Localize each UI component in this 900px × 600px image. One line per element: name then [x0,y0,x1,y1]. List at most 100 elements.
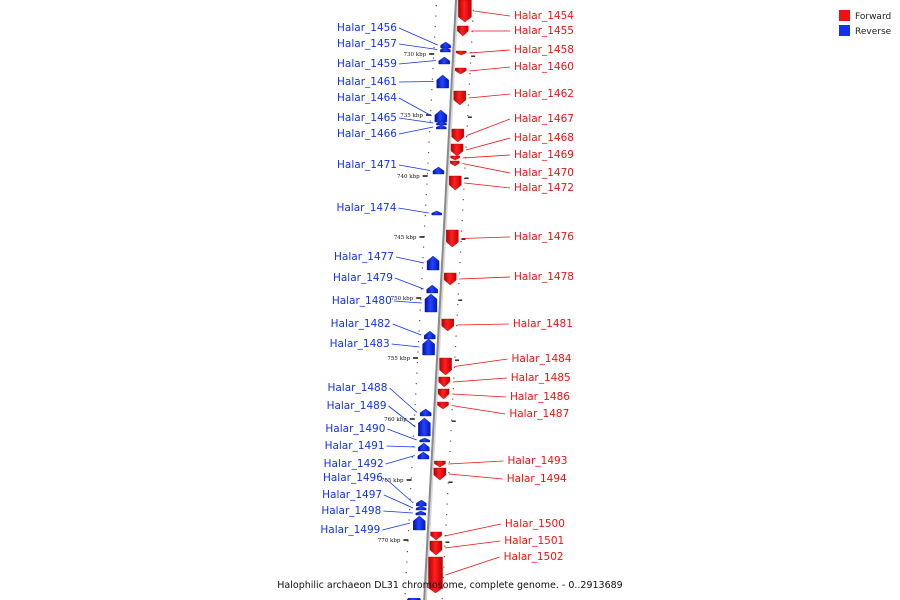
minor-tick [452,388,454,390]
gene-glyph-halar-1478[interactable] [444,272,457,286]
gene-glyph-halar-1484[interactable] [439,357,452,376]
gene-glyph-halar-1491[interactable] [418,442,430,452]
gene-glyph-halar-1459[interactable] [438,56,450,65]
gene-label-halar-1497[interactable]: Halar_1497 [322,489,382,501]
gene-glyph-halar-1460[interactable] [455,67,467,75]
gene-label-halar-1476[interactable]: Halar_1476 [514,231,574,243]
gene-glyph-halar-1469[interactable] [450,155,460,161]
gene-label-halar-1458[interactable]: Halar_1458 [514,44,574,56]
tick-label: 735 kbp [400,113,423,119]
minor-tick [441,598,443,600]
gene-label-halar-1468[interactable]: Halar_1468 [514,132,574,144]
gene-glyph-halar-1462[interactable] [453,90,467,106]
gene-label-halar-1490[interactable]: Halar_1490 [325,423,385,435]
gene-label-halar-1469[interactable]: Halar_1469 [514,149,574,161]
gene-glyph-halar-1493[interactable] [434,460,446,468]
gene-label-halar-1498[interactable]: Halar_1498 [321,505,381,517]
gene-label-halar-1462[interactable]: Halar_1462 [514,88,574,100]
minor-tick [424,225,426,227]
gene-label-halar-1455[interactable]: Halar_1455 [514,25,574,37]
gene-label-halar-1456[interactable]: Halar_1456 [337,22,397,34]
gene-glyph-halar-1471[interactable] [432,166,445,175]
gene-glyph-halar-1481[interactable] [441,318,454,332]
gene-label-halar-1466[interactable]: Halar_1466 [337,128,397,140]
gene-glyph-halar-1487[interactable] [437,401,449,410]
gene-glyph-halar-1472[interactable] [449,175,462,191]
gene-glyph-halar-1466[interactable] [436,124,447,130]
gene-label-halar-1461[interactable]: Halar_1461 [337,76,397,88]
gene-glyph-halar-1483[interactable] [422,338,435,356]
gene-label-halar-1501[interactable]: Halar_1501 [504,535,564,547]
gene-label-halar-1494[interactable]: Halar_1494 [507,473,567,485]
gene-glyph-halar-1477[interactable] [426,255,440,271]
gene-glyph-halar-1461[interactable] [436,74,449,89]
gene-glyph-halar-1488[interactable] [419,408,432,417]
gene-glyph-halar-1492[interactable] [417,451,430,460]
gene-label-halar-1487[interactable]: Halar_1487 [509,408,569,420]
gene-label-halar-1472[interactable]: Halar_1472 [514,182,574,194]
gene-glyph-halar-1494[interactable] [433,467,447,481]
gene-glyph-halar-1500[interactable] [430,531,442,541]
gene-label-halar-1474[interactable]: Halar_1474 [336,202,396,214]
gene-label-halar-1482[interactable]: Halar_1482 [331,318,391,330]
gene-glyph-halar-1470[interactable] [450,160,460,167]
minor-tick [421,278,423,280]
gene-glyph-halar-1501[interactable] [429,540,443,556]
gene-glyph-halar-1455[interactable] [457,25,469,37]
minor-tick [409,509,411,511]
gene-label-halar-1484[interactable]: Halar_1484 [512,353,572,365]
gene-label-halar-1465[interactable]: Halar_1465 [337,112,397,124]
gene-glyph-halar-1496[interactable] [416,499,427,507]
gene-label-halar-1478[interactable]: Halar_1478 [514,271,574,283]
gene-glyph-halar-1458[interactable] [455,50,467,56]
gene-label-halar-1488[interactable]: Halar_1488 [327,382,387,394]
gene-label-halar-1460[interactable]: Halar_1460 [514,61,574,73]
gene-glyph-halar-1454[interactable] [458,0,472,23]
gene-glyph-halar-1497[interactable] [415,505,427,511]
gene-label-halar-1479[interactable]: Halar_1479 [333,272,393,284]
gene-label-halar-1486[interactable]: Halar_1486 [510,391,570,403]
gene-glyph-halar-1479[interactable] [426,284,438,294]
minor-tick [410,477,412,479]
gene-label-halar-1481[interactable]: Halar_1481 [513,318,573,330]
gene-glyph-halar-1480[interactable] [424,293,438,313]
gene-label-halar-1492[interactable]: Halar_1492 [324,458,384,470]
gene-label-halar-1470[interactable]: Halar_1470 [514,167,574,179]
gene-glyph-halar-1457[interactable] [440,46,451,53]
gene-glyph-halar-1482[interactable] [424,330,436,340]
gene-label-halar-1467[interactable]: Halar_1467 [514,113,574,125]
gene-glyph-halar-1485[interactable] [438,376,450,388]
gene-label-halar-1457[interactable]: Halar_1457 [337,38,397,50]
gene-glyph-halar-1467[interactable] [451,128,465,143]
gene-glyph-halar-1464[interactable] [434,109,448,123]
gene-label-halar-1489[interactable]: Halar_1489 [327,400,387,412]
gene-glyph-halar-1468[interactable] [450,143,464,157]
gene-label-halar-1491[interactable]: Halar_1491 [325,440,385,452]
gene-glyph-halar-1486[interactable] [437,388,450,400]
minor-tick [419,320,421,322]
gene-glyph-halar-1490[interactable] [419,437,430,443]
gene-glyph-halar-1499[interactable] [413,515,426,531]
gene-label-halar-1493[interactable]: Halar_1493 [507,455,567,467]
gene-glyph-halar-1498[interactable] [415,510,427,516]
minor-tick [459,251,462,253]
gene-label-halar-1502[interactable]: Halar_1502 [504,551,564,563]
minor-tick [456,314,458,316]
gene-glyph-halar-1474[interactable] [431,210,442,216]
minor-tick [435,5,437,7]
gene-label-halar-1477[interactable]: Halar_1477 [334,251,394,263]
gene-label-halar-1454[interactable]: Halar_1454 [514,10,574,22]
gene-glyph-halar-1476[interactable] [446,229,459,248]
gene-label-halar-1464[interactable]: Halar_1464 [337,92,397,104]
gene-label-halar-1459[interactable]: Halar_1459 [337,58,397,70]
minor-tick [457,293,459,295]
gene-label-halar-1499[interactable]: Halar_1499 [320,524,380,536]
gene-glyph-halar-1489[interactable] [418,417,431,437]
gene-label-halar-1483[interactable]: Halar_1483 [330,338,390,350]
gene-label-halar-1471[interactable]: Halar_1471 [337,159,397,171]
gene-label-halar-1496[interactable]: Halar_1496 [323,472,383,484]
gene-label-halar-1485[interactable]: Halar_1485 [511,372,571,384]
gene-label-halar-1480[interactable]: Halar_1480 [332,295,392,307]
gene-label-halar-1500[interactable]: Halar_1500 [505,518,565,530]
gene-glyph-halar-1502[interactable] [428,556,443,594]
